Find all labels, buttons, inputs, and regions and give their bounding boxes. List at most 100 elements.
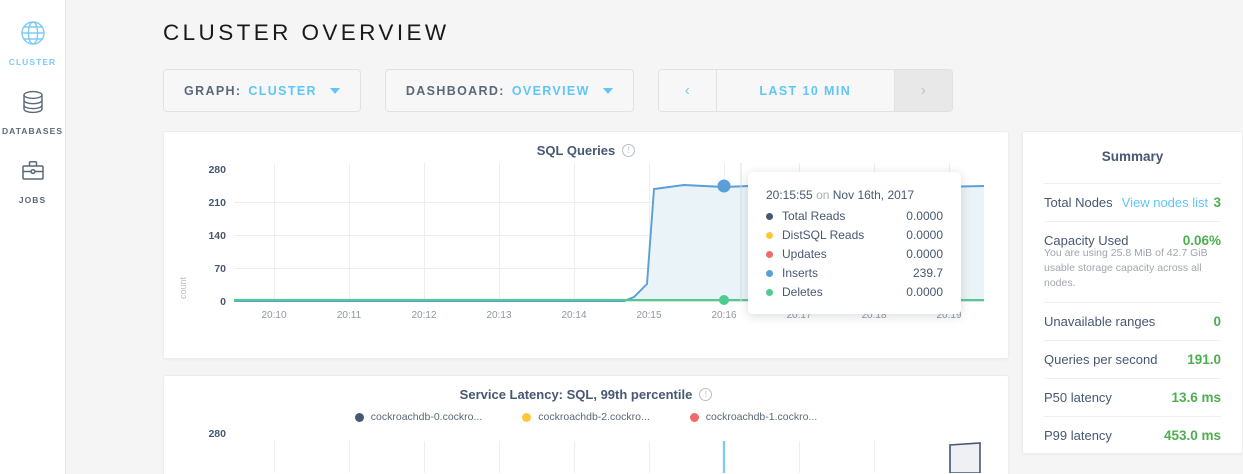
service-latency-plot[interactable]: 280 [164,423,1008,474]
vertical-gridlines [274,441,950,473]
time-range-label[interactable]: LAST 10 MIN [716,70,894,111]
svg-text:20:10: 20:10 [261,310,286,321]
dashboard-selector-value: OVERVIEW [511,83,590,98]
time-prev-button[interactable]: ‹ [658,70,717,111]
sidebar-item-jobs[interactable]: JOBS [0,146,66,215]
tooltip-timestamp: 20:15:55 on Nov 16th, 2017 [766,188,943,202]
graph-selector[interactable]: GRAPH: CLUSTER [163,69,361,112]
legend-label: cockroachdb-2.cockro... [538,411,650,423]
sidebar-item-label: JOBS [18,195,47,205]
summary-value: 0 [1213,313,1221,329]
toolbar: GRAPH: CLUSTER DASHBOARD: OVERVIEW ‹ LAS… [163,69,1243,112]
svg-text:210: 210 [208,197,226,209]
briefcase-icon [19,154,47,188]
summary-label: Unavailable ranges [1044,313,1156,329]
tooltip-row: Deletes 0.0000 [766,285,943,299]
summary-row-p99-latency: P99 latency 453.0 ms [1044,415,1221,454]
tooltip-row: Updates 0.0000 [766,247,943,261]
series-value: 0.0000 [906,285,943,299]
summary-label: P50 latency [1044,389,1112,405]
summary-row-top: Capacity Used 0.06% [1044,233,1221,253]
series-value: 0.0000 [906,209,943,223]
page-title: CLUSTER OVERVIEW [163,20,450,45]
legend-dot-cockroachdb-0 [354,412,364,422]
series-name: Inserts [782,266,819,280]
summary-row-total-nodes: Total Nodes View nodes list 3 [1044,183,1221,221]
series-name: Updates [782,247,827,261]
chart-title-text: Service Latency: SQL, 99th percentile [459,387,693,402]
info-icon[interactable]: ! [699,388,713,401]
chevron-down-icon [602,87,613,94]
tooltip-date: Nov 16th, 2017 [832,188,915,202]
info-icon[interactable]: ! [622,144,636,157]
summary-value: 453.0 ms [1163,427,1221,443]
sidebar-item-databases[interactable]: DATABASES [0,77,66,146]
series-value: 239.7 [912,266,943,280]
graph-selector-key: GRAPH: [184,83,242,98]
series-value: 0.0000 [906,247,943,261]
summary-label: Total Nodes [1044,195,1113,210]
tooltip-row: Inserts 239.7 [766,266,943,280]
service-latency-svg: 280 [208,428,981,474]
series-dot-inserts [766,269,773,277]
legend-dot-cockroachdb-1 [689,412,699,422]
legend-label: cockroachdb-0.cockro... [370,411,483,423]
svg-text:20:15: 20:15 [636,310,661,321]
series-dot-distsql-reads [766,231,773,239]
summary-value: 191.0 [1187,351,1221,367]
series-dot-total-reads [766,212,773,220]
tooltip-on: on [816,188,830,202]
graph-selector-value: CLUSTER [248,83,317,98]
service-latency-card: Service Latency: SQL, 99th percentile ! … [163,375,1009,474]
sidebar-item-cluster[interactable]: CLUSTER [0,8,66,77]
summary-row-capacity-used: Capacity Used 0.06% You are using 25.8 M… [1044,221,1221,299]
summary-row-p50-latency: P50 latency 13.6 ms [1044,377,1221,416]
capacity-used-description: You are using 25.8 MiB of 42.7 GiB usabl… [1044,247,1208,289]
deletes-hover-dot [719,295,729,305]
dashboard-selector[interactable]: DASHBOARD: OVERVIEW [384,69,634,112]
time-range-group: ‹ LAST 10 MIN › [657,69,953,112]
series-name: Total Reads [782,209,846,223]
svg-text:20:12: 20:12 [411,310,436,321]
inserts-hover-dot [717,179,731,193]
svg-text:140: 140 [208,230,226,242]
summary-card: Summary Total Nodes View nodes list 3 Ca… [1022,131,1243,454]
svg-text:20:19: 20:19 [936,310,961,321]
y-axis-ticks: 280 210 140 70 0 [208,164,226,308]
summary-row-unavailable-ranges: Unavailable ranges 0 [1044,301,1221,340]
legend-item[interactable]: cockroachdb-0.cockro... [354,411,483,423]
tooltip-row: DistSQL Reads 0.0000 [766,228,943,242]
summary-value: 3 [1213,195,1221,210]
summary-row-queries-per-second: Queries per second 191.0 [1044,339,1221,378]
legend-item[interactable]: cockroachdb-2.cockro... [522,411,650,423]
sql-queries-plot[interactable]: count 280 210 140 70 0 [164,158,1008,353]
latency-series-cockroachdb-0 [949,442,981,474]
series-dot-deletes [766,288,773,296]
database-icon [20,85,46,119]
svg-text:20:14: 20:14 [561,310,586,321]
charts-column: SQL Queries ! count 280 210 140 [163,131,1009,474]
sidebar-item-label: CLUSTER [8,57,57,67]
summary-title: Summary [1101,149,1164,164]
series-value: 0.0000 [906,228,943,242]
content-area: SQL Queries ! count 280 210 140 [163,131,1243,474]
tooltip-time: 20:15:55 [766,188,813,202]
svg-text:20:17: 20:17 [786,310,811,321]
y-axis-label: count [178,276,188,299]
view-nodes-list-link[interactable]: View nodes list [1121,195,1209,210]
legend-item[interactable]: cockroachdb-1.cockro... [689,411,817,423]
sidebar: CLUSTER DATABASES [0,0,66,474]
x-axis-ticks: 20:10 20:11 20:12 20:13 20:14 20:15 20:1… [261,310,961,321]
svg-text:20:11: 20:11 [337,310,362,321]
dashboard-selector-key: DASHBOARD: [405,83,505,98]
globe-icon [19,16,47,50]
tooltip-row: Total Reads 0.0000 [766,209,943,223]
chevron-down-icon [329,87,340,94]
summary-label: Capacity Used [1044,233,1129,248]
svg-text:0: 0 [220,296,226,308]
summary-label: Queries per second [1044,351,1158,367]
chart-tooltip: 20:15:55 on Nov 16th, 2017 Total Reads 0… [748,172,961,314]
svg-text:280: 280 [208,164,226,176]
y-axis-ticks: 280 [208,428,226,440]
svg-text:20:16: 20:16 [711,310,736,321]
